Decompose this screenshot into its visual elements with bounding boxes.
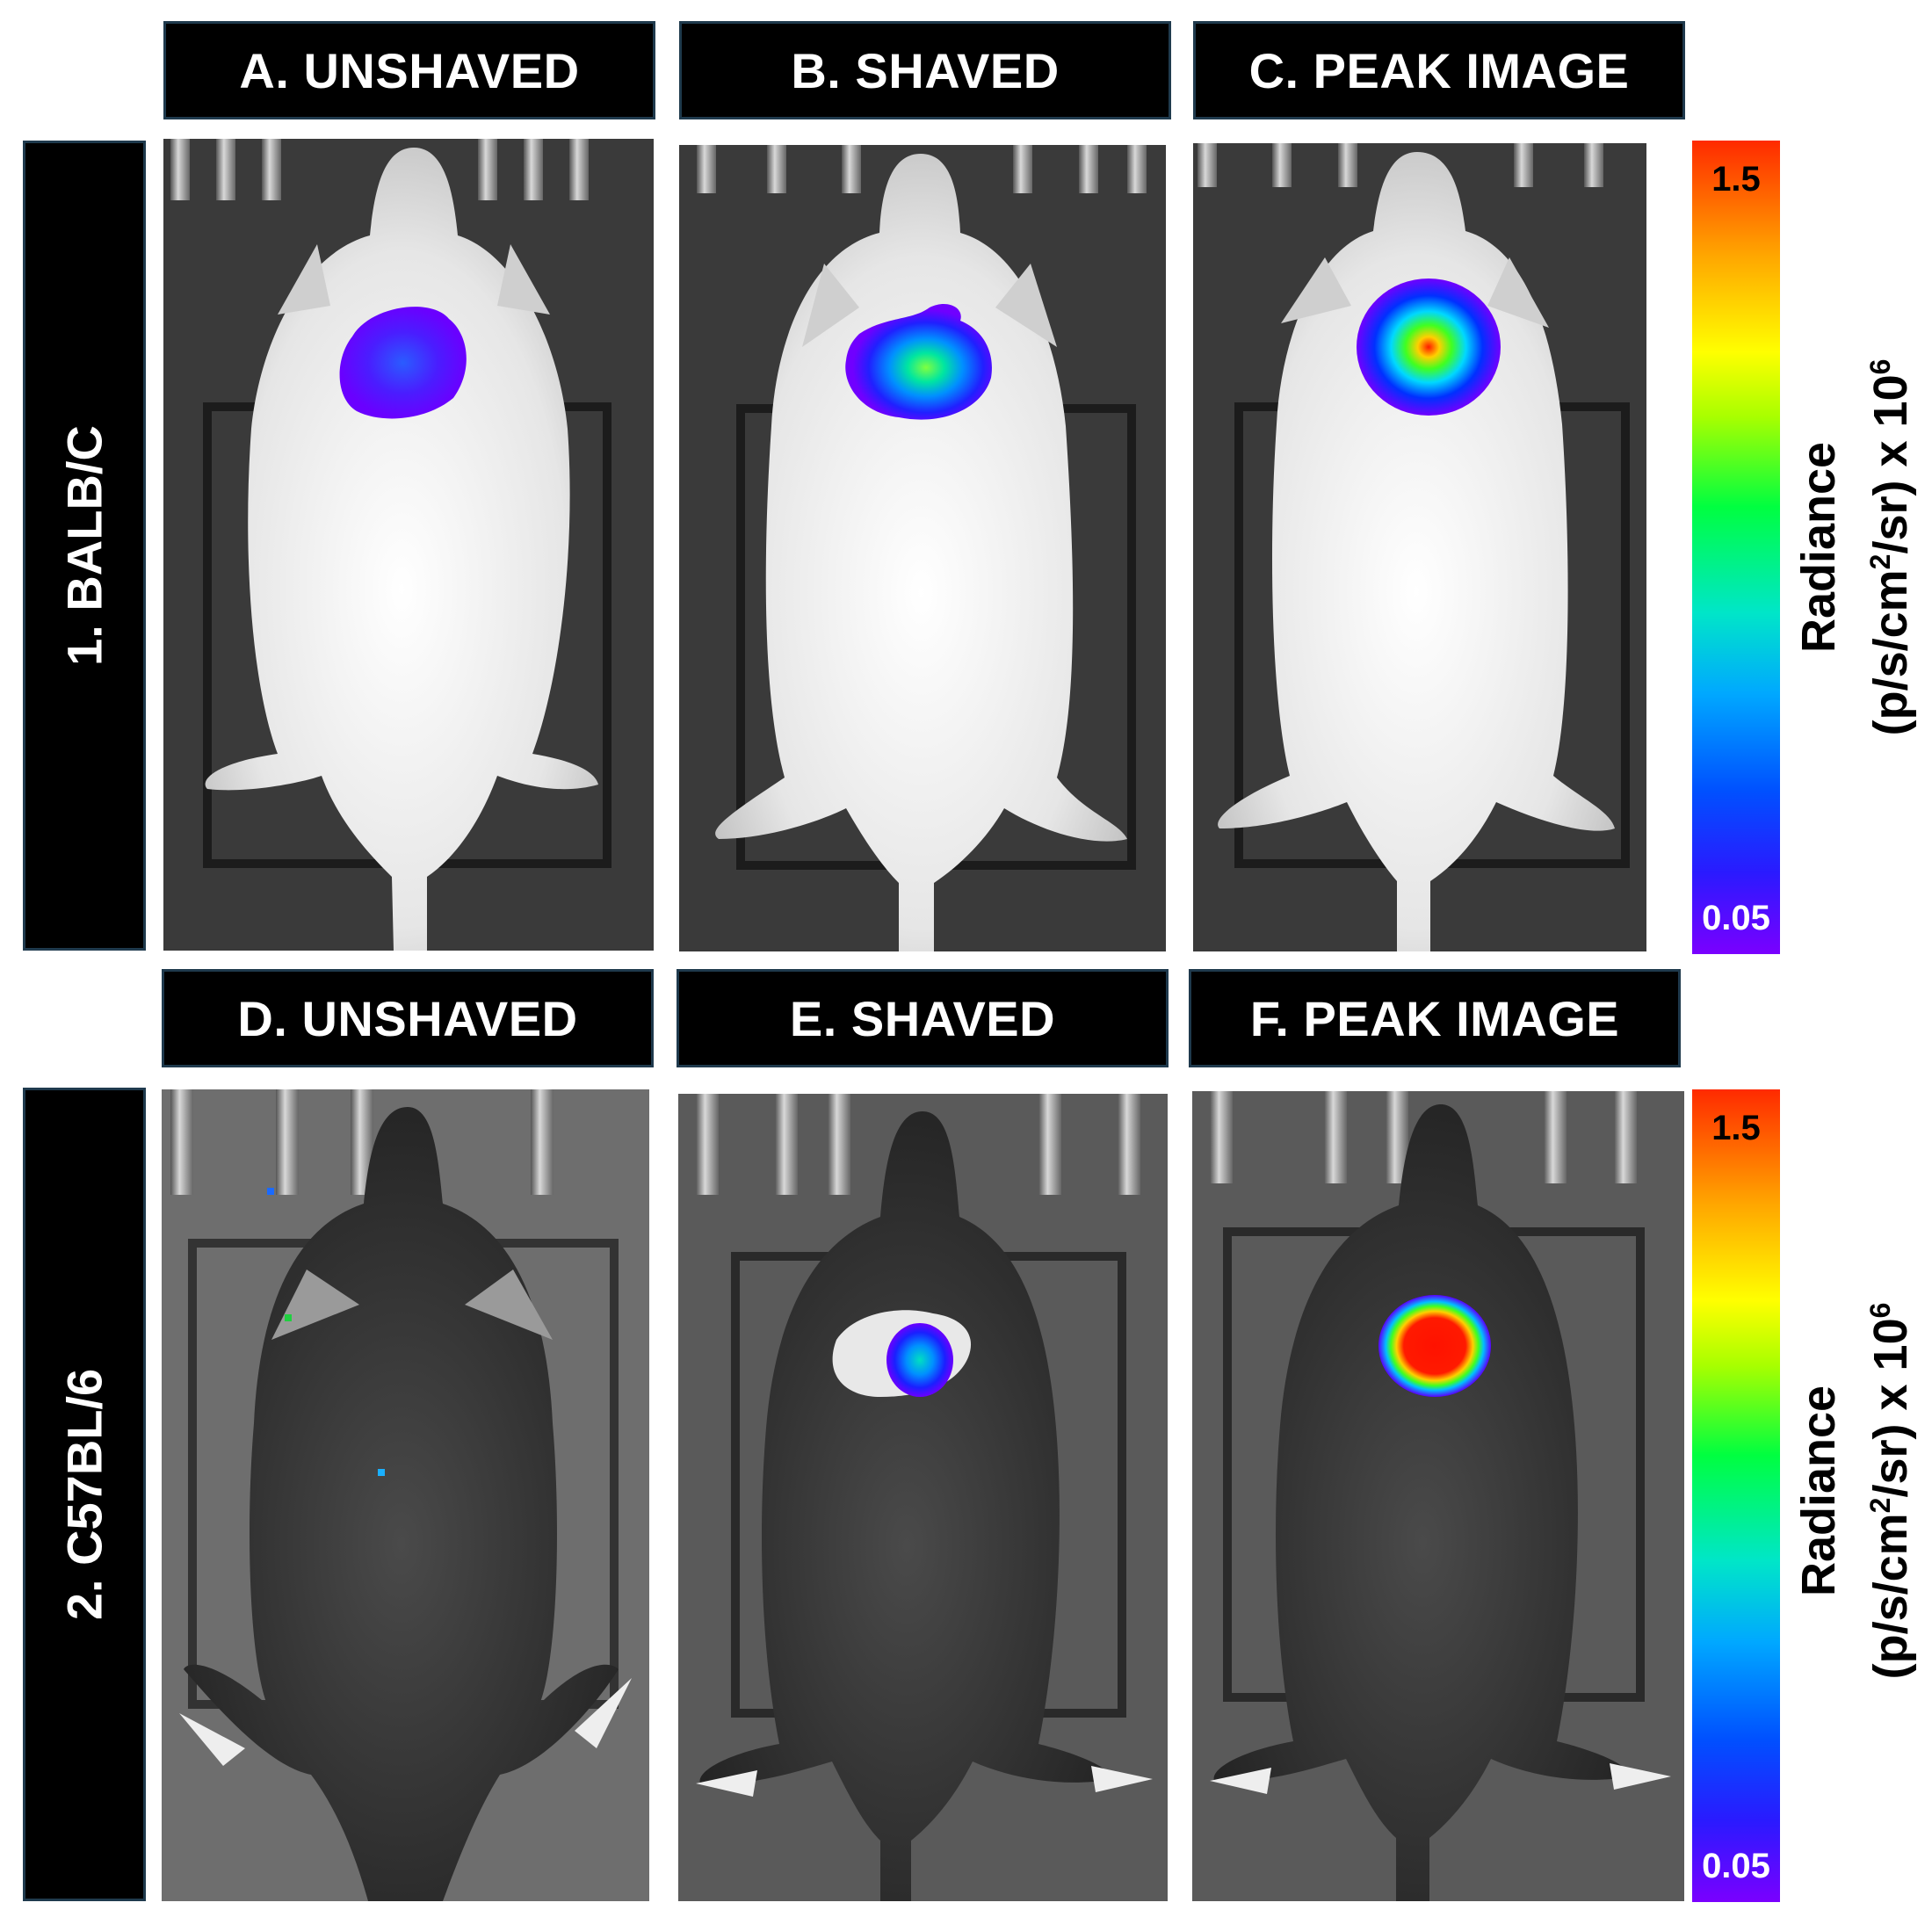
black-mouse-image xyxy=(678,1094,1168,1901)
radiance-title: Radiance xyxy=(1792,441,1845,654)
signal-speck xyxy=(267,1188,274,1195)
white-mouse-image xyxy=(163,139,654,951)
row-label-c57bl6-text: 2. C57BL/6 xyxy=(56,1368,112,1621)
white-mouse-image xyxy=(679,145,1166,951)
column-header-d: D. UNSHAVED xyxy=(162,969,654,1067)
image-panel-f xyxy=(1192,1091,1684,1901)
black-mouse-image xyxy=(1192,1091,1684,1901)
column-header-c: C. PEAK IMAGE xyxy=(1193,21,1685,119)
image-panel-e xyxy=(678,1094,1168,1901)
radiance-title: Radiance xyxy=(1792,1385,1845,1597)
image-panel-a xyxy=(163,139,654,951)
image-panel-c xyxy=(1193,143,1646,951)
row-label-balbc-text: 1. BALB/C xyxy=(56,425,112,666)
bioluminescence-signal xyxy=(1378,1295,1491,1397)
white-mouse-image xyxy=(1193,143,1646,951)
radiance-units: (p/s/cm2/sr) x 106 xyxy=(1864,358,1917,736)
black-mouse-image xyxy=(162,1089,649,1901)
column-header-f: F. PEAK IMAGE xyxy=(1189,969,1681,1067)
signal-speck xyxy=(285,1314,292,1321)
colorbar-top-min: 0.05 xyxy=(1702,899,1770,937)
bioluminescence-signal xyxy=(339,307,467,419)
colorbar-bottom-min: 0.05 xyxy=(1702,1847,1770,1885)
image-panel-d xyxy=(162,1089,649,1901)
row-label-balbc: 1. BALB/C xyxy=(23,141,146,951)
colorbar-top-max: 1.5 xyxy=(1711,160,1761,199)
radiance-units: (p/s/cm2/sr) x 106 xyxy=(1864,1302,1917,1680)
bioluminescence-signal xyxy=(886,1323,953,1397)
image-panel-b xyxy=(679,145,1166,951)
bioluminescence-signal xyxy=(1357,279,1501,416)
column-header-b: B. SHAVED xyxy=(679,21,1171,119)
column-header-e: E. SHAVED xyxy=(677,969,1169,1067)
signal-speck xyxy=(378,1469,385,1476)
column-header-a: A. UNSHAVED xyxy=(163,21,655,119)
colorbar-top: 1.5 0.05 xyxy=(1692,141,1780,954)
bioluminescence-signal xyxy=(845,303,992,420)
colorbar-bottom-max: 1.5 xyxy=(1711,1109,1761,1147)
row-label-c57bl6: 2. C57BL/6 xyxy=(23,1088,146,1901)
colorbar-bottom: 1.5 0.05 xyxy=(1692,1089,1780,1902)
